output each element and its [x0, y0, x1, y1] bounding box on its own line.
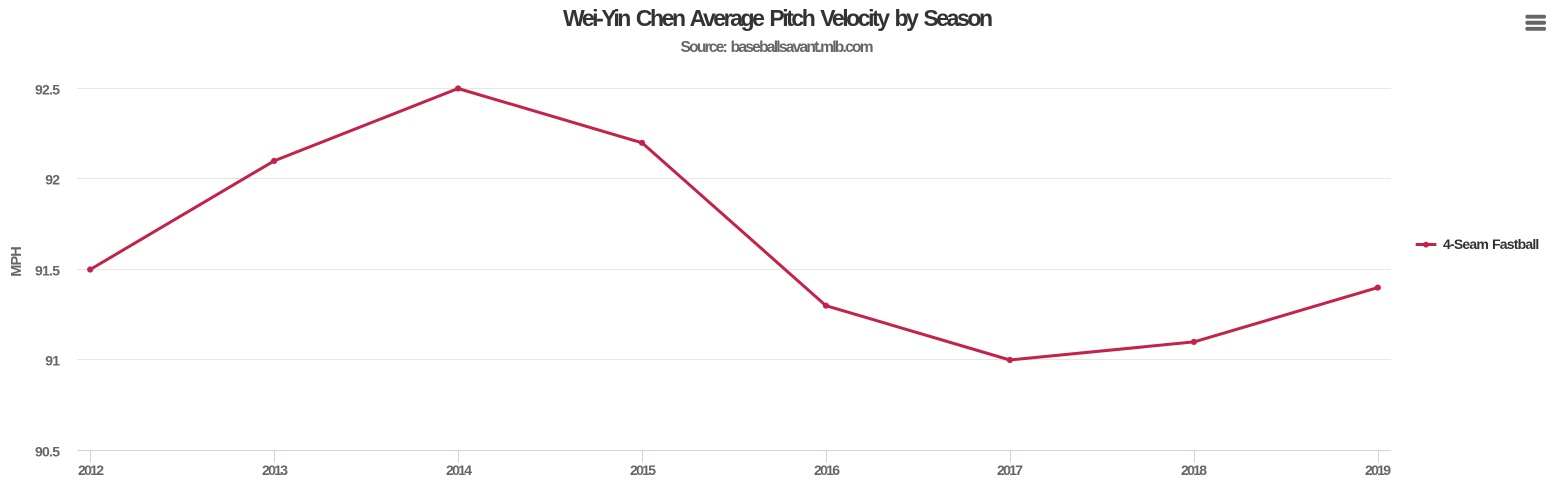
- svg-text:2014: 2014: [446, 462, 472, 478]
- svg-text:4-Seam Fastball: 4-Seam Fastball: [1443, 236, 1539, 252]
- svg-text:91.5: 91.5: [35, 262, 60, 278]
- svg-text:92: 92: [45, 171, 60, 187]
- svg-text:2017: 2017: [997, 462, 1023, 478]
- svg-text:2013: 2013: [262, 462, 288, 478]
- svg-text:2016: 2016: [814, 462, 840, 478]
- svg-text:92.5: 92.5: [35, 81, 60, 97]
- svg-text:2019: 2019: [1365, 462, 1391, 478]
- svg-text:91: 91: [45, 352, 60, 368]
- svg-text:2018: 2018: [1181, 462, 1207, 478]
- svg-text:90.5: 90.5: [35, 443, 60, 459]
- svg-text:Source: baseballsavant.mlb.com: Source: baseballsavant.mlb.com: [681, 39, 874, 56]
- svg-text:2015: 2015: [630, 462, 656, 478]
- svg-text:Wei-Yin Chen Average Pitch Vel: Wei-Yin Chen Average Pitch Velocity by S…: [563, 5, 993, 31]
- svg-text:2012: 2012: [78, 462, 104, 478]
- svg-text:MPH: MPH: [9, 246, 25, 277]
